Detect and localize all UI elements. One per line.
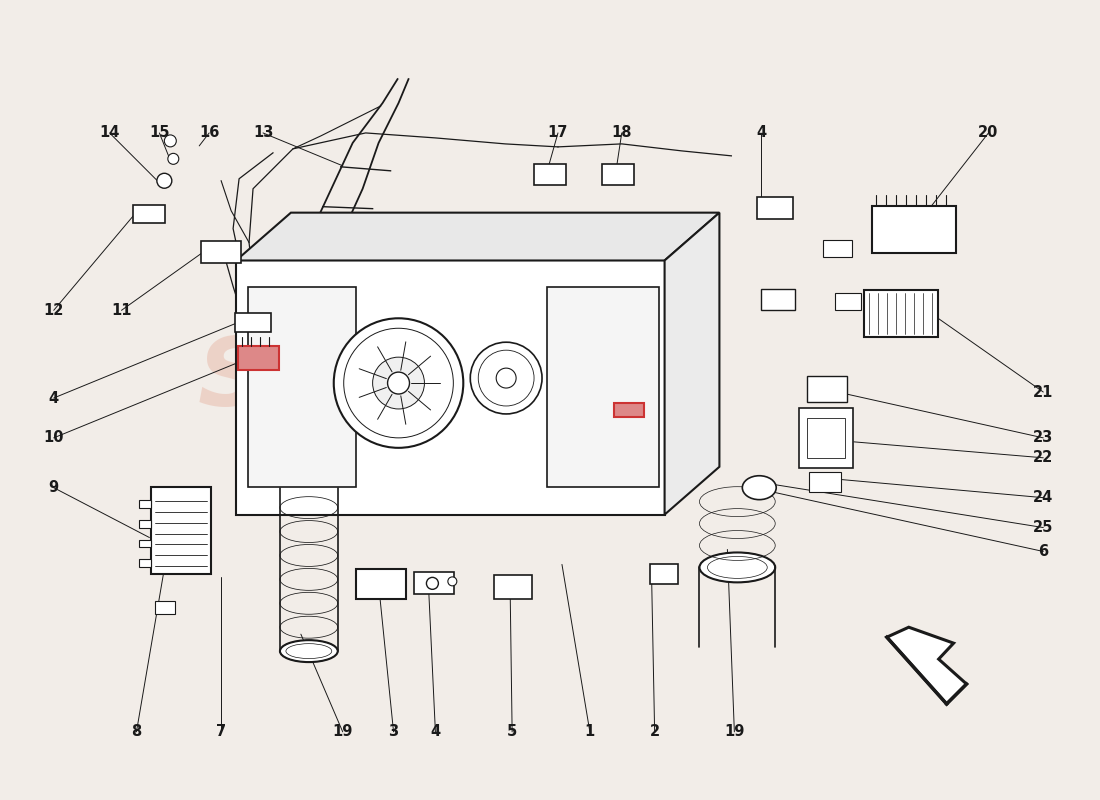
Text: 16: 16 [199,126,219,141]
Ellipse shape [742,476,777,500]
Text: 10: 10 [44,430,64,446]
Text: 4: 4 [756,126,767,141]
Text: 14: 14 [99,126,120,141]
Bar [823,239,851,257]
Text: 23: 23 [1033,430,1054,446]
Bar [807,418,845,458]
Text: 12: 12 [44,303,64,318]
Text: 21: 21 [1033,385,1054,399]
Bar [140,519,152,527]
Text: 3: 3 [388,724,398,739]
Bar [140,559,152,567]
Bar [835,294,861,310]
Bar [602,164,634,185]
Text: 22: 22 [1033,450,1054,466]
Ellipse shape [164,135,176,147]
Text: 19: 19 [724,724,745,739]
Bar [201,241,241,263]
Text: 19: 19 [332,724,353,739]
Text: Scuderia: Scuderia [198,334,663,426]
Bar [799,408,853,468]
Text: 15: 15 [150,126,169,141]
Ellipse shape [373,357,425,409]
Bar [535,164,565,185]
Text: 9: 9 [48,480,58,495]
Ellipse shape [168,154,179,164]
Text: 7: 7 [216,724,227,739]
Bar [415,572,454,594]
Text: 4: 4 [430,724,440,739]
Bar [650,565,678,584]
Text: 18: 18 [612,126,632,141]
Bar [155,602,175,614]
Ellipse shape [157,174,172,188]
Text: 8: 8 [131,724,142,739]
Ellipse shape [496,368,516,388]
Polygon shape [236,261,664,514]
Bar [757,197,793,218]
Polygon shape [614,403,644,417]
Text: a  r  p  a  r  t  s: a r p a r t s [276,419,585,461]
Polygon shape [887,627,967,704]
Text: 5: 5 [507,724,517,739]
Polygon shape [238,346,279,370]
Bar [807,376,847,402]
Bar [140,500,152,508]
Polygon shape [664,213,719,514]
Text: 17: 17 [548,126,569,141]
Text: 25: 25 [1033,520,1054,535]
Bar [494,575,532,599]
Text: 20: 20 [978,126,999,141]
Bar [152,486,211,574]
Bar [864,290,937,338]
Text: 4: 4 [48,390,58,406]
Bar [140,539,152,547]
Text: 6: 6 [1038,544,1048,559]
Text: 1: 1 [585,724,595,739]
Ellipse shape [279,640,338,662]
Text: 24: 24 [1033,490,1054,505]
Polygon shape [236,213,719,261]
Ellipse shape [427,578,439,590]
Bar [810,472,842,492]
Polygon shape [547,287,659,486]
Ellipse shape [333,318,463,448]
Bar [235,314,271,332]
Ellipse shape [448,577,456,586]
Bar [761,290,795,310]
Bar [355,570,406,599]
Bar [872,206,956,253]
Text: 13: 13 [253,126,273,141]
Ellipse shape [700,553,776,582]
Ellipse shape [471,342,542,414]
Ellipse shape [387,372,409,394]
Polygon shape [249,287,355,486]
Text: 11: 11 [111,303,132,318]
Text: 2: 2 [650,724,660,739]
Bar [133,205,165,222]
